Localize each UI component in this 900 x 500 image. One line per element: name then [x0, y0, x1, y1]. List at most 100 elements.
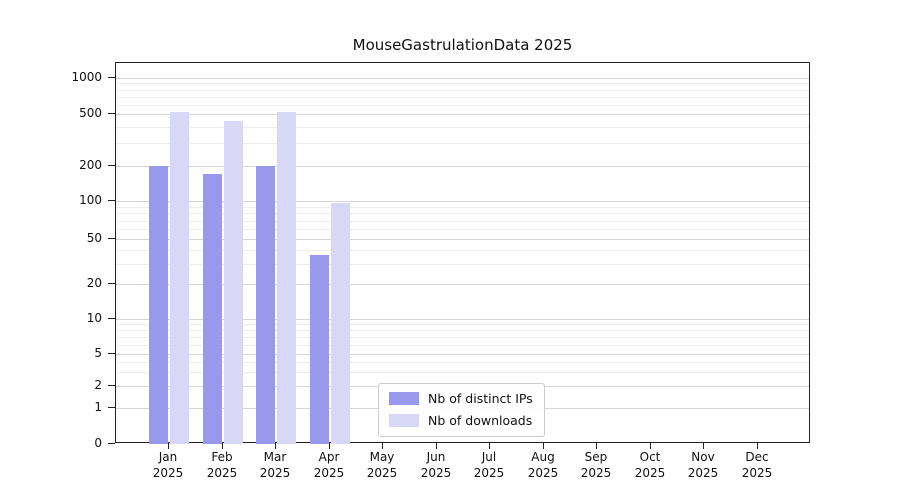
- y-tick-mark-0: [108, 443, 115, 444]
- gridline-6: [116, 345, 809, 346]
- gridline-70: [116, 221, 809, 222]
- y-tick-mark-200: [108, 165, 115, 166]
- y-tick-mark-20: [108, 283, 115, 284]
- gridline-50: [116, 239, 809, 240]
- y-tick-mark-5: [108, 353, 115, 354]
- x-tick-label-aug: Aug 2025: [528, 449, 559, 481]
- x-tick-label-oct: Oct 2025: [635, 449, 666, 481]
- bars-layer: [116, 63, 809, 444]
- bar-distinct-ips-jan: [149, 166, 168, 444]
- x-tick-year: 2025: [420, 466, 452, 480]
- gridline-600: [116, 105, 809, 106]
- bar-downloads-apr: [331, 203, 350, 444]
- y-tick-mark-10: [108, 318, 115, 319]
- gridline-200: [116, 166, 809, 167]
- legend-swatch-downloads: [389, 414, 419, 427]
- gridline-500: [116, 114, 809, 115]
- x-tick-mark-jun: [436, 443, 437, 449]
- y-tick-label-5: 5: [94, 346, 102, 360]
- y-tick-mark-1000: [108, 77, 115, 78]
- y-tick-label-20: 20: [86, 276, 102, 290]
- x-tick-label-feb: Feb 2025: [207, 449, 238, 481]
- legend-label-distinct-ips: Nb of distinct IPs: [428, 391, 533, 406]
- legend-item-downloads: Nb of downloads: [389, 413, 533, 428]
- x-tick-label-nov: Nov 2025: [688, 449, 719, 481]
- bar-distinct-ips-feb: [203, 174, 222, 444]
- x-tick-year: 2025: [313, 466, 345, 480]
- x-tick-mark-sep: [596, 443, 597, 449]
- x-tick-month: Jun: [426, 450, 446, 464]
- bar-downloads-mar: [277, 112, 296, 444]
- y-tick-label-500: 500: [79, 106, 102, 120]
- x-tick-mark-jan: [168, 443, 169, 449]
- x-tick-label-dec: Dec 2025: [742, 449, 773, 481]
- x-tick-month: Aug: [531, 450, 555, 464]
- x-tick-month: Jan: [158, 450, 178, 464]
- gridline-100: [116, 201, 809, 202]
- gridline-4: [116, 362, 809, 363]
- x-tick-year: 2025: [527, 466, 559, 480]
- y-tick-mark-1: [108, 407, 115, 408]
- x-tick-mark-aug: [543, 443, 544, 449]
- x-tick-label-jul: Jul 2025: [474, 449, 505, 481]
- gridline-400: [116, 127, 809, 128]
- gridline-900: [116, 83, 809, 84]
- bar-downloads-feb: [224, 121, 243, 444]
- x-tick-month: Feb: [211, 450, 233, 464]
- x-tick-month: Mar: [263, 450, 287, 464]
- x-tick-mark-apr: [329, 443, 330, 449]
- x-tick-month: Nov: [691, 450, 715, 464]
- gridline-9: [116, 324, 809, 325]
- bar-downloads-jan: [170, 112, 189, 444]
- y-tick-label-10: 10: [86, 311, 102, 325]
- x-tick-month: Jul: [481, 450, 497, 464]
- gridline-80: [116, 213, 809, 214]
- x-tick-label-jan: Jan 2025: [153, 449, 184, 481]
- x-tick-year: 2025: [687, 466, 719, 480]
- x-tick-mark-may: [382, 443, 383, 449]
- x-tick-mark-jul: [489, 443, 490, 449]
- gridline-30: [116, 264, 809, 265]
- y-tick-label-2: 2: [94, 378, 102, 392]
- gridline-7: [116, 337, 809, 338]
- x-tick-year: 2025: [206, 466, 238, 480]
- x-tick-month: Dec: [745, 450, 769, 464]
- x-tick-year: 2025: [152, 466, 184, 480]
- y-tick-label-1: 1: [94, 400, 102, 414]
- x-tick-year: 2025: [366, 466, 398, 480]
- gridline-5: [116, 354, 809, 355]
- gridline-800: [116, 90, 809, 91]
- gridline-10: [116, 319, 809, 320]
- chart-title: MouseGastrulationData 2025: [352, 36, 573, 54]
- y-tick-mark-500: [108, 113, 115, 114]
- x-tick-year: 2025: [634, 466, 666, 480]
- y-tick-mark-100: [108, 200, 115, 201]
- x-tick-label-jun: Jun 2025: [421, 449, 452, 481]
- gridline-8: [116, 330, 809, 331]
- y-tick-label-1000: 1000: [71, 70, 102, 84]
- x-tick-year: 2025: [473, 466, 505, 480]
- gridline-1000: [116, 78, 809, 79]
- y-tick-label-50: 50: [86, 231, 102, 245]
- x-tick-mark-dec: [757, 443, 758, 449]
- bar-distinct-ips-mar: [256, 166, 275, 444]
- y-tick-mark-50: [108, 238, 115, 239]
- x-tick-year: 2025: [259, 466, 291, 480]
- x-tick-mark-nov: [703, 443, 704, 449]
- legend-swatch-distinct-ips: [389, 392, 419, 405]
- y-tick-mark-2: [108, 385, 115, 386]
- legend-item-distinct-ips: Nb of distinct IPs: [389, 391, 533, 406]
- gridline-3: [116, 372, 809, 373]
- gridline-90: [116, 207, 809, 208]
- x-tick-month: Apr: [318, 450, 340, 464]
- gridline-20: [116, 284, 809, 285]
- gridline-700: [116, 97, 809, 98]
- x-tick-label-may: May 2025: [367, 449, 398, 481]
- plot-area: Nb of distinct IPs Nb of downloads: [115, 62, 810, 444]
- x-tick-mark-feb: [222, 443, 223, 449]
- y-tick-label-0: 0: [94, 436, 102, 450]
- y-tick-label-100: 100: [79, 193, 102, 207]
- x-tick-label-sep: Sep 2025: [581, 449, 612, 481]
- x-tick-month: Oct: [639, 450, 661, 464]
- x-tick-month: Sep: [584, 450, 608, 464]
